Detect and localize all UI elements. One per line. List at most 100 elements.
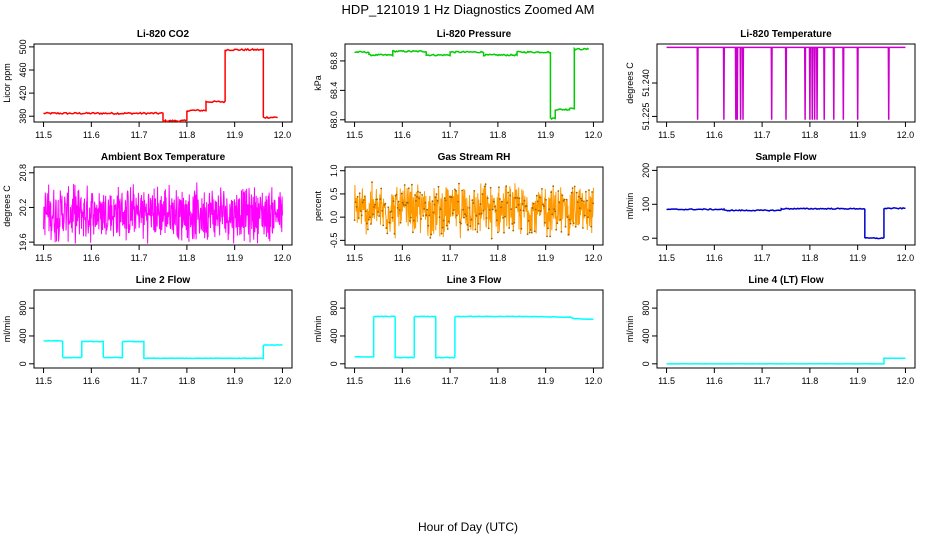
- rh-point: [458, 182, 460, 185]
- rh-point: [464, 213, 466, 216]
- rh-point: [470, 218, 473, 221]
- y-axis-label-line2_flow: ml/min: [2, 316, 12, 343]
- rh-point: [390, 210, 393, 213]
- rh-point: [477, 222, 480, 225]
- rh-point: [443, 197, 446, 200]
- rh-point: [568, 218, 571, 221]
- rh-point: [561, 194, 564, 197]
- rh-point: [579, 197, 582, 200]
- x-tick-label: 11.8: [489, 376, 506, 386]
- x-tick-label: 12.0: [585, 253, 603, 263]
- rh-point: [411, 183, 413, 186]
- rh-point: [392, 200, 395, 203]
- x-tick-label: 11.6: [394, 376, 411, 386]
- rh-point: [500, 206, 502, 209]
- y-tick-label: 0.0: [329, 211, 339, 224]
- rh-point: [417, 190, 419, 193]
- rh-point: [488, 208, 491, 211]
- y-tick-label: 200: [641, 163, 651, 178]
- rh-point: [523, 199, 526, 202]
- rh-point: [462, 208, 464, 211]
- rh-point: [518, 197, 521, 200]
- plot-frame: [344, 43, 604, 123]
- rh-point: [515, 206, 518, 209]
- rh-point: [400, 192, 403, 195]
- rh-point: [432, 211, 435, 214]
- rh-point: [457, 200, 459, 203]
- rh-point: [574, 225, 577, 228]
- rh-point: [577, 195, 580, 198]
- rh-point: [526, 233, 529, 236]
- panel-title-line3_flow: Line 3 Flow: [447, 275, 502, 286]
- rh-point: [554, 210, 557, 213]
- x-tick-label: 11.5: [35, 376, 52, 386]
- rh-point: [483, 185, 486, 188]
- rh-point: [480, 212, 483, 215]
- y-tick-label: 0.5: [329, 188, 339, 201]
- rh-point: [509, 194, 512, 197]
- rh-point: [422, 215, 425, 217]
- rh-point: [586, 199, 588, 202]
- rh-point: [447, 220, 450, 223]
- rh-point: [430, 233, 433, 236]
- rh-point: [479, 203, 482, 206]
- x-tick-label: 11.9: [537, 130, 554, 140]
- x-tick-label: 11.6: [394, 130, 411, 140]
- x-tick-label: 11.7: [442, 376, 459, 386]
- rh-point: [531, 207, 534, 209]
- rh-point: [471, 199, 474, 202]
- rh-point: [412, 231, 414, 234]
- rh-point: [553, 208, 556, 211]
- rh-point: [556, 222, 559, 225]
- rh-point: [502, 217, 504, 219]
- y-tick-label: 68.8: [329, 52, 339, 70]
- y-axis-label-licor_temp: degrees C: [625, 62, 635, 104]
- rh-point: [543, 205, 545, 208]
- rh-point: [369, 216, 371, 219]
- plot-frame: [344, 166, 604, 246]
- rh-point: [378, 215, 380, 217]
- rh-point: [558, 201, 561, 204]
- rh-point: [582, 227, 584, 229]
- y-tick-label: 0: [641, 361, 651, 366]
- x-tick-label: 11.8: [489, 253, 506, 263]
- rh-point: [504, 215, 506, 218]
- rh-point: [565, 198, 568, 201]
- x-tick-label: 11.5: [346, 253, 363, 263]
- panel-rh: Gas Stream RH 11.5 11.6 11.7 11.8 11.9 12.0 -0.…: [313, 152, 604, 263]
- rh-point: [442, 219, 445, 222]
- rh-point: [530, 231, 533, 234]
- rh-point: [562, 200, 565, 202]
- rh-point: [545, 198, 547, 201]
- rh-point: [456, 214, 458, 217]
- plot-frame: [33, 166, 293, 246]
- rh-point: [446, 228, 449, 230]
- rh-point: [384, 202, 387, 205]
- x-tick-label: 11.6: [706, 253, 723, 263]
- rh-point: [516, 197, 519, 199]
- rh-point: [563, 198, 566, 201]
- rh-point: [425, 214, 428, 217]
- rh-point: [533, 230, 536, 233]
- x-tick-label: 12.0: [274, 253, 292, 263]
- rh-point: [535, 194, 538, 197]
- series-line-box_temp: [43, 182, 283, 244]
- y-tick-label: 400: [329, 328, 339, 343]
- panel-title-rh: Gas Stream RH: [438, 152, 511, 163]
- y-tick-label: -0.5: [329, 233, 339, 249]
- rh-point: [507, 191, 509, 194]
- rh-point: [426, 208, 429, 211]
- rh-point: [357, 217, 360, 219]
- y-tick-label: 1.0: [329, 164, 339, 177]
- rh-point: [557, 190, 560, 192]
- rh-point: [356, 195, 359, 198]
- y-tick-label: 500: [18, 39, 28, 54]
- x-tick-label: 11.8: [801, 253, 818, 263]
- rh-point: [429, 237, 432, 239]
- rh-point: [511, 223, 514, 225]
- x-tick-label: 11.9: [849, 253, 866, 263]
- x-axis-label: Hour of Day (UTC): [418, 520, 518, 534]
- rh-point: [362, 199, 365, 201]
- rh-point: [404, 204, 407, 207]
